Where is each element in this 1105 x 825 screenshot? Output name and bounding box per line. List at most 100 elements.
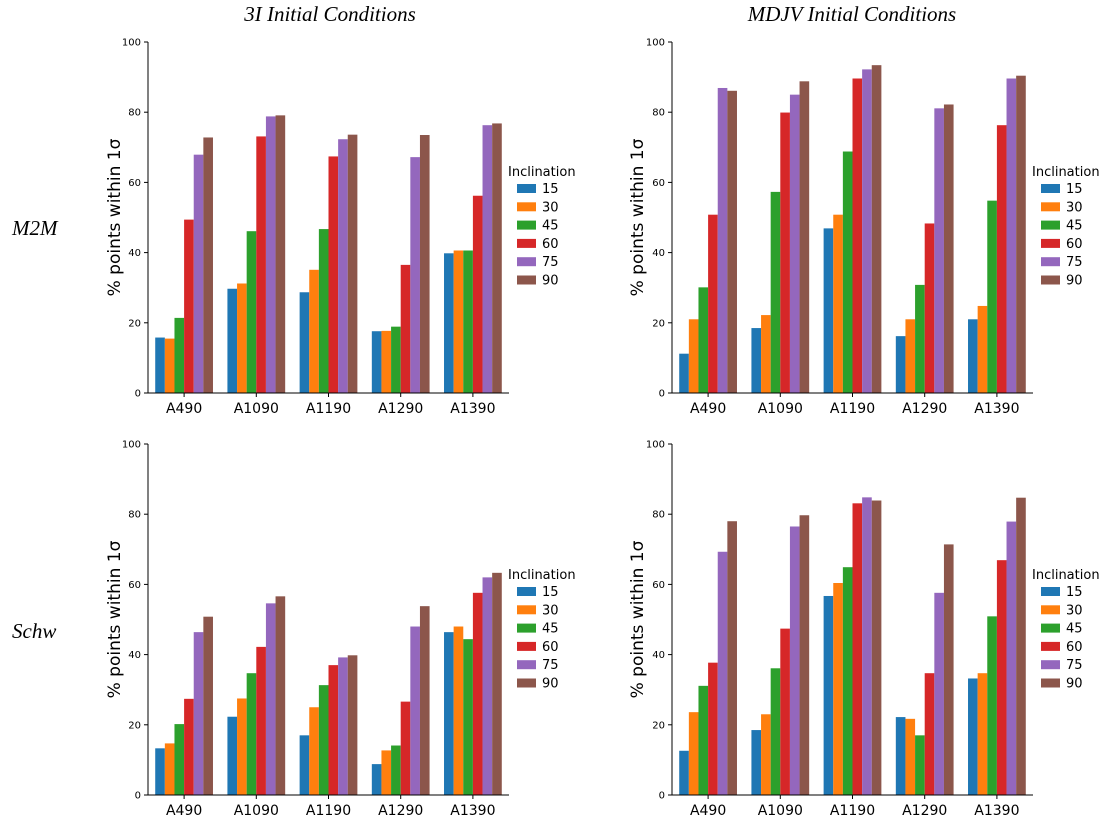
xtick-label: A1090 (234, 803, 279, 819)
legend-label-30: 30 (1066, 200, 1083, 215)
ytick-label: 40 (128, 650, 141, 661)
bar-3i-m2m-A1390-inc90 (492, 123, 502, 394)
bar-mdjv-m2m-A490-inc60 (708, 214, 718, 393)
bar-mdjv-schw-A1290-inc75 (934, 592, 944, 795)
bar-mdjv-m2m-A1090-inc45 (770, 191, 781, 393)
bar-mdjv-m2m-A1090-inc60 (780, 112, 790, 394)
bar-3i-schw-A490-inc45 (174, 724, 185, 795)
ytick-label: 80 (128, 510, 141, 521)
bar-3i-schw-A490-inc90 (203, 616, 213, 795)
y-axis-label: % points within 1σ (105, 138, 125, 296)
bar-3i-m2m-A1090-inc15 (227, 288, 238, 393)
bar-3i-schw-A1290-inc45 (391, 745, 401, 795)
bar-3i-m2m-A1290-inc30 (381, 330, 392, 393)
legend-swatch-45 (1041, 623, 1060, 633)
legend-swatch-90 (1041, 678, 1060, 688)
bar-3i-m2m-A1090-inc45 (246, 231, 257, 393)
bar-mdjv-schw-A1390-inc30 (977, 673, 988, 795)
xtick-label: A1290 (902, 803, 947, 819)
xtick-label: A1290 (378, 401, 423, 417)
bar-3i-schw-A490-inc15 (155, 748, 165, 795)
bar-3i-m2m-A490-inc30 (164, 338, 175, 393)
ytick-label: 100 (122, 440, 141, 451)
bar-3i-schw-A1390-inc75 (482, 577, 493, 795)
legend-swatch-45 (1041, 220, 1060, 230)
ytick-label: 40 (652, 650, 665, 661)
bar-mdjv-m2m-A1290-inc75 (934, 108, 944, 393)
bar-3i-schw-A1390-inc60 (472, 592, 483, 795)
xtick-label: A1190 (306, 401, 351, 417)
legend-label-75: 75 (1066, 255, 1083, 270)
bar-mdjv-m2m-A1290-inc60 (924, 223, 935, 393)
bar-mdjv-schw-A1090-inc60 (780, 628, 790, 795)
legend-3i-m2m: Inclination 15 30 45 60 75 90 (508, 165, 576, 289)
bar-mdjv-m2m-A1290-inc45 (915, 284, 925, 393)
bar-3i-m2m-A490-inc45 (174, 317, 185, 393)
bar-mdjv-m2m-A1390-inc90 (1016, 75, 1026, 393)
bar-mdjv-schw-A1190-inc60 (852, 503, 863, 795)
column-title-3i: 3I Initial Conditions (243, 2, 416, 26)
bar-mdjv-schw-A1290-inc60 (924, 673, 935, 795)
bar-3i-m2m-A1190-inc60 (328, 156, 339, 393)
ytick-label: 100 (122, 38, 141, 49)
ytick-label: 80 (652, 108, 665, 119)
bar-3i-schw-A1190-inc45 (318, 685, 329, 795)
xtick-label: A1090 (758, 401, 803, 417)
bar-mdjv-schw-A1190-inc45 (842, 567, 853, 795)
bar-3i-schw-A490-inc75 (193, 632, 204, 795)
legend-label-30: 30 (1066, 603, 1083, 618)
bar-3i-m2m-A1190-inc45 (318, 229, 329, 393)
bar-3i-schw-A1190-inc30 (309, 707, 319, 795)
legend-label-90: 90 (542, 274, 559, 289)
bar-mdjv-m2m-A1390-inc30 (977, 305, 988, 393)
bar-mdjv-schw-A1290-inc15 (895, 717, 906, 795)
bar-3i-schw-A1390-inc45 (463, 639, 473, 795)
legend-swatch-15 (517, 184, 536, 193)
legend-swatch-30 (517, 202, 536, 212)
ytick-label: 40 (652, 248, 665, 259)
bar-3i-m2m-A1390-inc75 (482, 125, 493, 393)
legend-label-30: 30 (542, 200, 559, 215)
bar-mdjv-m2m-A1390-inc75 (1006, 78, 1017, 393)
bar-mdjv-schw-A1290-inc30 (905, 718, 916, 795)
bar-3i-schw-A1190-inc15 (299, 735, 310, 795)
xtick-label: A1090 (758, 803, 803, 819)
legend-3i-schw: Inclination 15 30 45 60 75 90 (508, 568, 576, 692)
bar-3i-schw-A1290-inc75 (410, 626, 420, 795)
bar-mdjv-schw-A1390-inc60 (996, 560, 1007, 795)
legend-title: Inclination (508, 165, 576, 180)
legend-label-15: 15 (542, 182, 559, 197)
legend-label-90: 90 (1066, 274, 1083, 289)
bar-3i-schw-A1290-inc90 (419, 606, 430, 795)
bar-3i-schw-A1190-inc60 (328, 665, 339, 795)
bar-mdjv-schw-A1390-inc15 (968, 678, 978, 795)
bar-mdjv-m2m-A490-inc75 (717, 87, 728, 393)
legend-swatch-60 (1041, 238, 1060, 248)
bar-3i-m2m-A1390-inc45 (463, 250, 473, 393)
bar-mdjv-schw-A490-inc30 (688, 712, 699, 795)
legend-label-15: 15 (1066, 585, 1083, 600)
xtick-label: A490 (690, 803, 726, 819)
legend-mdjv-schw: Inclination 15 30 45 60 75 90 (1032, 568, 1100, 692)
legend-label-45: 45 (542, 622, 559, 637)
bar-3i-m2m-A490-inc90 (203, 137, 213, 393)
bar-3i-m2m-A1290-inc75 (410, 157, 420, 393)
bar-mdjv-schw-A1290-inc90 (943, 544, 954, 795)
legend-swatch-15 (517, 587, 536, 596)
legend-swatch-30 (1041, 605, 1060, 615)
legend-title: Inclination (508, 568, 576, 583)
ytick-label: 60 (652, 580, 665, 591)
legend-label-75: 75 (542, 658, 559, 673)
legend-swatch-45 (517, 220, 536, 230)
bar-3i-schw-A1390-inc30 (453, 626, 464, 795)
bar-mdjv-schw-A1090-inc45 (770, 668, 781, 795)
bar-3i-schw-A1090-inc15 (227, 716, 238, 795)
bar-mdjv-schw-A490-inc75 (717, 551, 728, 795)
y-axis-label: % points within 1σ (628, 540, 648, 698)
xtick-label: A1390 (974, 803, 1019, 819)
legend-swatch-30 (517, 605, 536, 615)
legend-label-15: 15 (1066, 182, 1083, 197)
bar-3i-m2m-A1090-inc75 (265, 116, 276, 393)
ytick-label: 80 (652, 510, 665, 521)
xtick-label: A1190 (830, 803, 875, 819)
